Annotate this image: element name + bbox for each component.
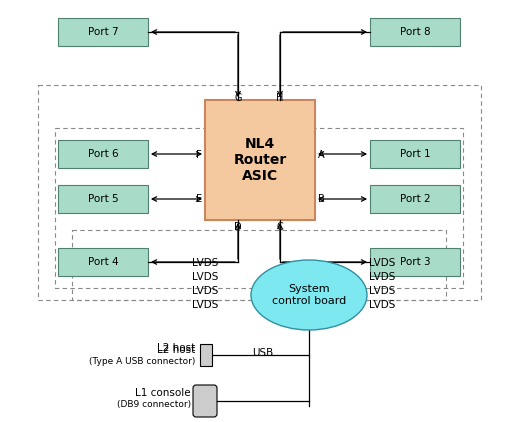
Bar [55, 128, 463, 288]
Text: Port 1: Port 1 [400, 149, 430, 159]
Text: USB: USB [252, 348, 273, 358]
Text: L1 console: L1 console [135, 388, 191, 398]
Bar [370, 185, 460, 213]
Bar [370, 140, 460, 168]
Text: (DB9 connector): (DB9 connector) [117, 400, 191, 408]
Text: System
control board: System control board [272, 284, 346, 306]
Bar [200, 344, 212, 366]
Bar [58, 18, 148, 46]
Text: Port 3: Port 3 [400, 257, 430, 267]
Text: LVDS: LVDS [369, 286, 395, 296]
Text: Port 4: Port 4 [88, 257, 118, 267]
Bar [58, 140, 148, 168]
Text: G: G [234, 93, 242, 103]
Bar [370, 18, 460, 46]
Bar [72, 230, 446, 300]
Ellipse shape [251, 260, 367, 330]
Text: Port 7: Port 7 [88, 27, 118, 37]
Text: Port 6: Port 6 [88, 149, 118, 159]
Text: A: A [318, 150, 324, 160]
Text: B: B [318, 194, 325, 204]
Bar [205, 100, 315, 220]
Text: LVDS: LVDS [192, 286, 218, 296]
Text: D: D [234, 222, 242, 232]
Text: L2 host: L2 host [157, 343, 195, 353]
Text: E: E [196, 194, 202, 204]
Text: LVDS: LVDS [192, 300, 218, 310]
Text: LVDS: LVDS [192, 258, 218, 268]
Text: LVDS: LVDS [369, 300, 395, 310]
Text: (Type A USB connector): (Type A USB connector) [89, 357, 195, 365]
Text: LVDS: LVDS [369, 272, 395, 282]
Text: F: F [196, 150, 202, 160]
Text: LVDS: LVDS [369, 258, 395, 268]
Text: Port 8: Port 8 [400, 27, 430, 37]
Bar [58, 248, 148, 276]
Bar [38, 85, 481, 300]
Text: H: H [276, 93, 284, 103]
Text: LVDS: LVDS [192, 272, 218, 282]
Text: Port 5: Port 5 [88, 194, 118, 204]
Bar [370, 248, 460, 276]
FancyBboxPatch shape [193, 385, 217, 417]
Text: C: C [277, 222, 283, 232]
Text: L2 host: L2 host [157, 345, 195, 355]
Text: Port 2: Port 2 [400, 194, 430, 204]
Bar [58, 185, 148, 213]
Text: NL4
Router
ASIC: NL4 Router ASIC [234, 137, 286, 183]
